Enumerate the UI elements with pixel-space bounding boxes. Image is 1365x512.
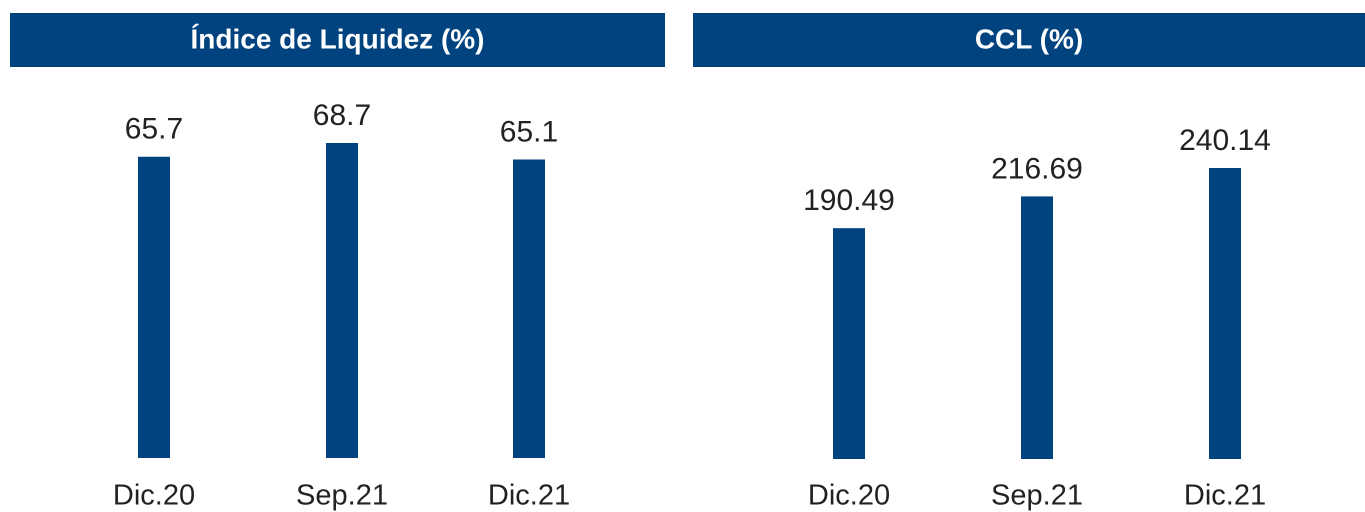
value-label: 240.14	[1179, 124, 1271, 157]
value-label: 68.7	[313, 99, 371, 132]
x-tick-label: Dic.21	[488, 480, 570, 512]
x-tick-label: Sep.21	[991, 480, 1083, 512]
x-tick-label: Dic.20	[113, 480, 195, 512]
x-tick-label: Dic.20	[808, 480, 890, 512]
bar	[326, 143, 358, 458]
bar	[513, 159, 545, 459]
value-label: 190.49	[803, 184, 895, 217]
x-tick-label: Sep.21	[296, 480, 388, 512]
bar	[138, 156, 170, 458]
title-band	[10, 13, 665, 67]
title-band	[693, 13, 1365, 67]
bar	[1209, 168, 1241, 459]
value-label: 65.7	[125, 113, 183, 146]
chart-title: Índice de Liquidez (%)	[190, 23, 484, 54]
bar	[1021, 196, 1053, 459]
x-tick-label: Dic.21	[1184, 480, 1266, 512]
value-label: 216.69	[991, 152, 1083, 185]
bar	[833, 228, 865, 459]
value-label: 65.1	[500, 115, 558, 148]
chart-title: CCL (%)	[975, 23, 1083, 54]
